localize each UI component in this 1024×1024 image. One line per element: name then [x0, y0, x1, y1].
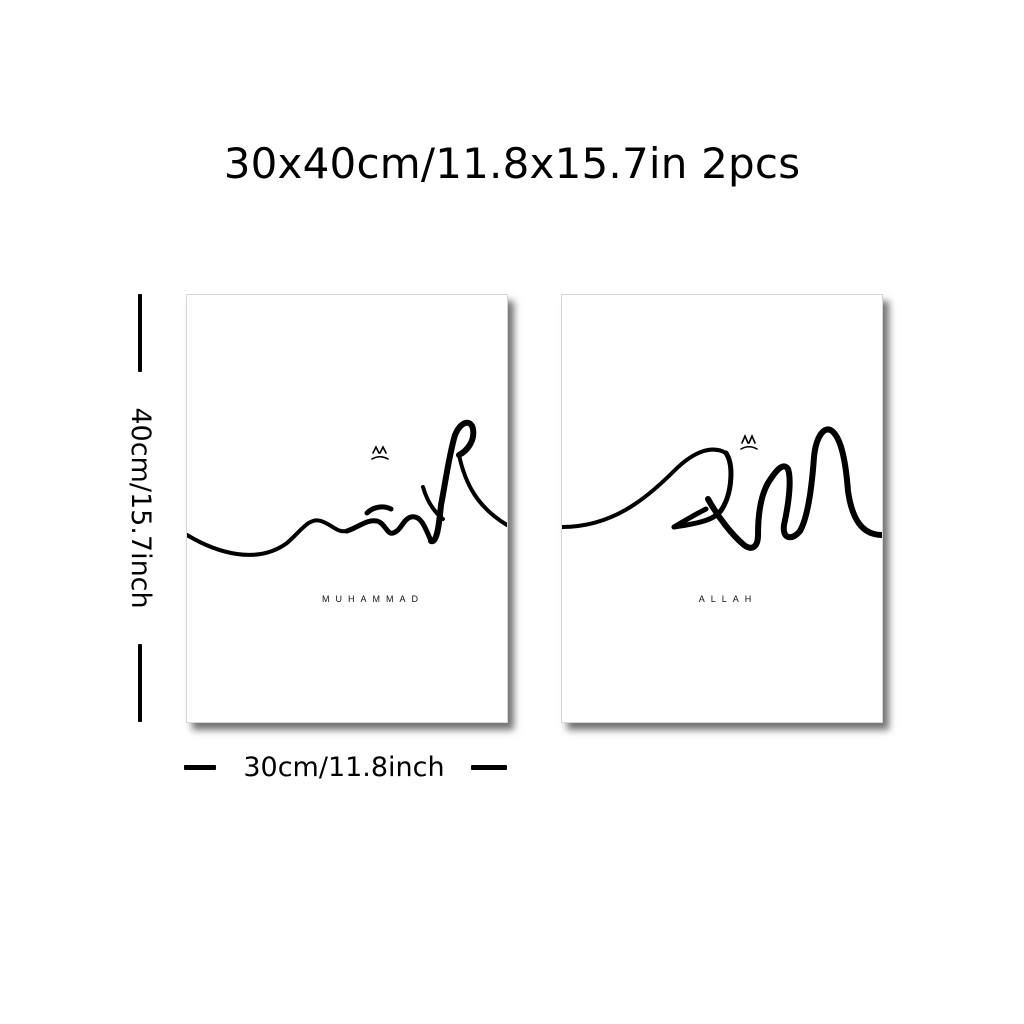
width-label: 30cm/11.8inch: [243, 752, 445, 783]
poster-allah: ALLAH: [561, 294, 883, 723]
size-heading: 30x40cm/11.8x15.7in 2pcs: [223, 139, 801, 188]
height-indicator-bar-bottom: [138, 644, 142, 722]
height-indicator-bar-top: [138, 294, 142, 372]
poster-caption-allah: ALLAH: [698, 594, 758, 604]
poster-muhammad: MUHAMMAD: [186, 294, 508, 723]
allah-calligraphy-art: [562, 426, 882, 551]
width-indicator-bar-left: [184, 765, 216, 770]
poster-caption-muhammad: MUHAMMAD: [322, 594, 424, 604]
height-label: 40cm/15.7inch: [125, 407, 156, 609]
muhammad-calligraphy-art: [187, 419, 507, 557]
width-indicator-bar-right: [471, 765, 507, 770]
